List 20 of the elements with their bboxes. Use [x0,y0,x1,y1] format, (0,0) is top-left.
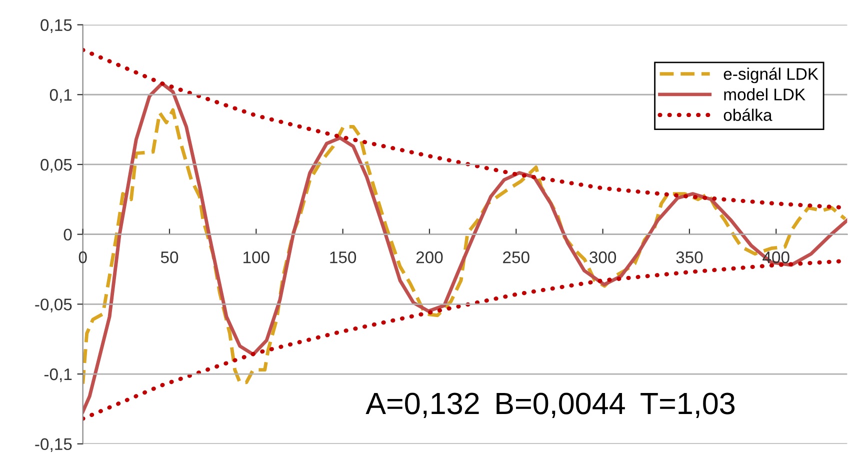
x-tick-label: 100 [244,251,270,264]
y-tick-label: 0 [64,228,72,241]
legend-label: e-signál LDK [724,67,818,84]
annotation: A=0,132 [366,392,479,418]
x-tick-label: 350 [676,251,703,264]
x-tick-label: 50 [160,251,178,264]
x-tick-label: 300 [590,251,616,264]
y-tick-label: 0,15 [40,19,72,33]
y-tick-label: 0,1 [50,89,72,103]
x-tick-label: 250 [503,251,530,264]
x-tick-label: 200 [416,251,443,264]
y-tick-label: 0,05 [40,158,72,173]
x-tick-label: 150 [330,251,356,264]
annotation: B=0,0044 [496,392,625,418]
y-tick-label: -0,1 [44,368,72,382]
legend-label: obálka [724,108,772,121]
legend-label: model LDK [724,88,806,100]
annotation: T=1,03 [640,392,735,418]
y-tick-label: -0,05 [35,298,72,312]
y-tick-label: -0,15 [35,438,72,452]
